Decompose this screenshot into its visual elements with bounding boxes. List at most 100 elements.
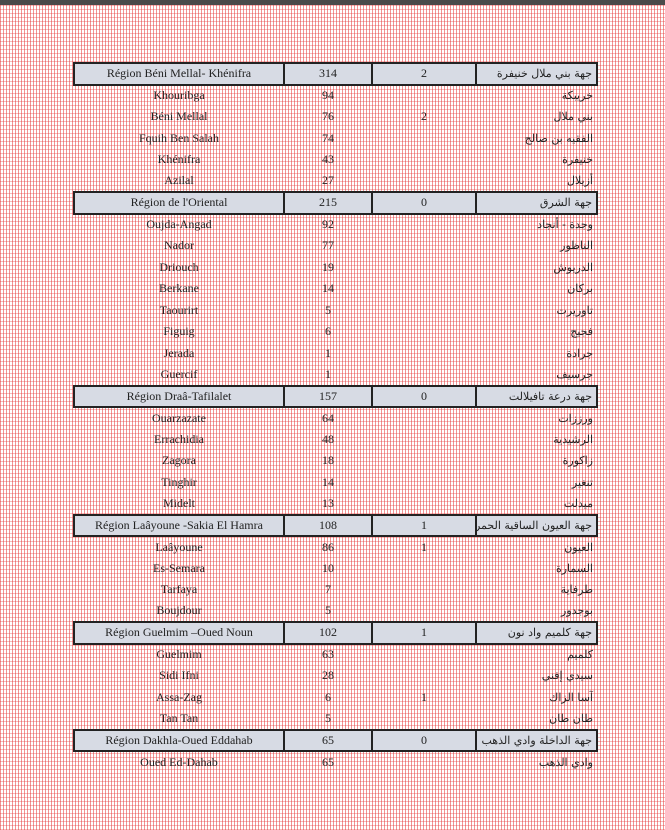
province-row: Tarfaya 7 طرفاية bbox=[74, 579, 597, 601]
province-arabic: طرفاية bbox=[560, 583, 593, 597]
province-row: Oued Ed-Dahab 65 وادي الذهب bbox=[74, 751, 597, 773]
province-third: 1 bbox=[421, 689, 427, 704]
province-arabic: تاوريرت bbox=[556, 303, 593, 317]
province-arabic: الرشيدية bbox=[553, 432, 593, 446]
province-third bbox=[372, 343, 476, 365]
region-row: Région Guelmim –Oued Noun 102 1 جهة كلميم و… bbox=[73, 621, 598, 645]
province-row: Sidi Ifni 28 سيدي إفني bbox=[74, 665, 597, 687]
province-arabic: جرادة bbox=[566, 346, 593, 360]
province-row: Azilal 27 أزيلال bbox=[74, 171, 597, 193]
province-arabic: السمارة bbox=[555, 561, 593, 575]
province-third bbox=[372, 257, 476, 279]
province-count: 14 bbox=[322, 474, 334, 489]
province-name: Khouribga bbox=[153, 88, 205, 103]
region-third: 1 bbox=[371, 621, 477, 645]
province-table: Région Béni Mellal- Khénifra 314 2 جهة بني … bbox=[73, 62, 598, 773]
province-row: Errachidia 48 الرشيدية bbox=[74, 429, 597, 451]
province-count: 64 bbox=[322, 410, 334, 425]
region-arabic: جهة الداخلة وادي الذهب bbox=[475, 728, 598, 752]
province-row: Zagora 18 زاكورة bbox=[74, 450, 597, 472]
province-row: Khénifra 43 خنيفرة bbox=[74, 149, 597, 171]
province-third bbox=[372, 644, 476, 666]
region-arabic: جهة العيون الساقية الحمراء bbox=[475, 513, 598, 537]
region-row: Région Dakhla-Oued Eddahab 65 0 جهة الداخلة… bbox=[73, 728, 598, 752]
province-arabic: ورززات bbox=[558, 411, 593, 425]
province-third bbox=[372, 751, 476, 773]
province-third bbox=[372, 128, 476, 150]
province-arabic: آسا الزاك bbox=[549, 690, 593, 704]
top-bar bbox=[0, 0, 665, 5]
province-row: Guelmim 63 كلميم bbox=[74, 644, 597, 666]
province-name: Nador bbox=[164, 238, 194, 253]
province-count: 18 bbox=[322, 453, 334, 468]
region-third: 0 bbox=[371, 384, 477, 408]
province-third bbox=[372, 450, 476, 472]
region-count: 65 bbox=[283, 728, 373, 752]
province-row: Driouch 19 الدريوش bbox=[74, 257, 597, 279]
province-name: Jerada bbox=[163, 345, 195, 360]
province-row: Fquih Ben Salah 74 الفقيه بن صالح bbox=[74, 128, 597, 150]
province-count: 48 bbox=[322, 431, 334, 446]
province-arabic: خنيفرة bbox=[562, 153, 593, 167]
province-third bbox=[372, 429, 476, 451]
region-name: Région Dakhla-Oued Eddahab bbox=[73, 728, 285, 752]
province-arabic: ميدلت bbox=[563, 496, 593, 510]
province-name: Tarfaya bbox=[160, 582, 198, 597]
province-third bbox=[372, 214, 476, 236]
region-third: 2 bbox=[371, 62, 477, 86]
province-count: 7 bbox=[325, 582, 331, 597]
province-row: Assa-Zag 6 1 آسا الزاك bbox=[74, 687, 597, 709]
province-row: Guercif 1 جرسيف bbox=[74, 364, 597, 386]
province-arabic: الدريوش bbox=[553, 260, 593, 274]
province-count: 86 bbox=[322, 539, 334, 554]
province-name: Boujdour bbox=[156, 603, 202, 618]
province-count: 13 bbox=[322, 495, 334, 510]
province-row: Tinghir 14 تنغير bbox=[74, 472, 597, 494]
region-arabic: جهة كلميم واد نون bbox=[475, 621, 598, 645]
province-arabic: بني ملال bbox=[553, 110, 594, 124]
province-arabic: طان طان bbox=[549, 711, 593, 725]
province-count: 19 bbox=[322, 259, 334, 274]
province-row: Jerada 1 جرادة bbox=[74, 343, 597, 365]
province-row: Nador 77 الناظور bbox=[74, 235, 597, 257]
region-count: 215 bbox=[283, 191, 373, 215]
province-name: Sidi Ifni bbox=[159, 668, 199, 683]
province-third bbox=[372, 85, 476, 107]
province-third bbox=[372, 493, 476, 515]
region-count: 157 bbox=[283, 384, 373, 408]
province-name: Azilal bbox=[164, 173, 194, 188]
province-arabic: وادي الذهب bbox=[538, 755, 593, 769]
province-row: Laâyoune 86 1 العيون bbox=[74, 536, 597, 558]
province-name: Laâyoune bbox=[155, 539, 203, 554]
province-third bbox=[372, 407, 476, 429]
province-arabic: العيون bbox=[564, 540, 593, 554]
province-name: Tan Tan bbox=[159, 710, 199, 725]
province-row: Béni Mellal 76 2 بني ملال bbox=[74, 106, 597, 128]
province-third bbox=[372, 472, 476, 494]
region-third: 1 bbox=[371, 513, 477, 537]
province-arabic: بوجدور bbox=[561, 604, 593, 618]
province-name: Berkane bbox=[159, 281, 199, 296]
province-count: 92 bbox=[322, 217, 334, 232]
province-name: Oujda-Angad bbox=[146, 217, 212, 232]
province-third: 1 bbox=[421, 539, 427, 554]
province-third: 2 bbox=[421, 109, 427, 124]
region-row: Région de l'Oriental 215 0 جهة الشرق bbox=[73, 191, 598, 215]
province-arabic: الناظور bbox=[560, 239, 593, 253]
region-arabic: جهة درعة تافيلالت bbox=[475, 384, 598, 408]
province-name: Ouarzazate bbox=[152, 410, 206, 425]
province-row: Khouribga 94 خريبكة bbox=[74, 85, 597, 107]
region-arabic: جهة بني ملال خنيفرة bbox=[475, 62, 598, 86]
province-count: 74 bbox=[322, 130, 334, 145]
province-name: Guercif bbox=[160, 366, 198, 381]
province-arabic: وجدة - أنجاد bbox=[537, 218, 593, 232]
region-name: Région de l'Oriental bbox=[73, 191, 285, 215]
province-row: Boujdour 5 بوجدور bbox=[74, 601, 597, 623]
province-row: Es-Semara 10 السمارة bbox=[74, 558, 597, 580]
region-count: 102 bbox=[283, 621, 373, 645]
region-third: 0 bbox=[371, 191, 477, 215]
region-count: 314 bbox=[283, 62, 373, 86]
province-arabic: أزيلال bbox=[567, 174, 593, 188]
province-name: Guelmim bbox=[156, 647, 202, 662]
province-third bbox=[372, 665, 476, 687]
